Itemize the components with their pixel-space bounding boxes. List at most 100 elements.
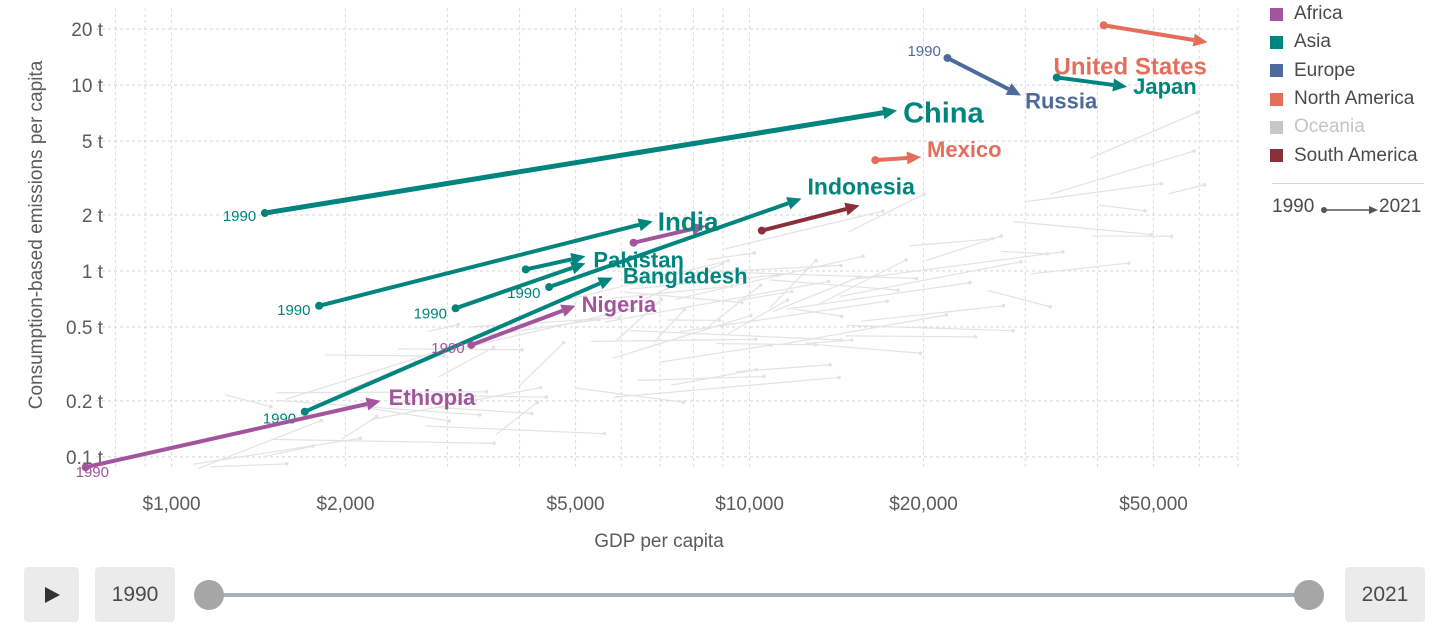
background-series-point (922, 192, 926, 196)
background-series-point (1001, 303, 1006, 308)
time-key: 1990 2021 (1272, 196, 1442, 222)
background-series-line (1013, 221, 1152, 236)
background-series-point (753, 337, 758, 342)
series-ethiopia-line (85, 402, 368, 470)
background-series-point (535, 400, 540, 405)
legend-item-asia[interactable]: Asia (1270, 28, 1440, 56)
background-series-point (752, 251, 757, 255)
background-series-point (1169, 234, 1174, 239)
series-unlabeled-start-point (757, 226, 766, 235)
x-tick-label: $1,000 (143, 494, 201, 515)
background-series-point (544, 395, 549, 399)
background-series-line (848, 193, 925, 233)
background-series-point (1019, 259, 1023, 264)
x-tick-label: $10,000 (715, 494, 784, 515)
legend-label: Africa (1294, 3, 1343, 25)
background-series-point (374, 414, 379, 419)
series-united-states-line (1103, 23, 1195, 43)
x-tick-label: $5,000 (547, 494, 605, 515)
background-series-point (520, 348, 524, 352)
play-button[interactable] (24, 567, 79, 622)
background-series-point (814, 258, 818, 263)
legend-swatch (1270, 149, 1283, 163)
legend-item-south-america[interactable]: South America (1270, 141, 1440, 169)
series-bangladesh: Bangladesh 1990 (263, 264, 748, 428)
background-series-point (529, 411, 534, 416)
background-series-line (276, 391, 487, 394)
series-russia-label: Russia (1025, 88, 1098, 113)
background-series-line (861, 305, 1004, 322)
background-series-point (1060, 250, 1065, 254)
legend-swatch (1270, 64, 1283, 78)
background-series-line (575, 387, 684, 403)
legend-label: South America (1294, 144, 1418, 166)
background-series-point (748, 313, 753, 318)
background-series-point (632, 306, 637, 311)
background-series-point (310, 444, 315, 448)
legend-item-north-america[interactable]: North America (1270, 85, 1440, 113)
series-indonesia-label: Indonesia (808, 174, 916, 200)
background-series-line (625, 263, 723, 309)
chart: $1,000 $2,000 $5,000 $10,000 $20,000 $50,000 0… (26, 8, 1239, 552)
series-japan-start-point (1052, 73, 1061, 82)
background-series-point (740, 300, 744, 305)
background-series-line (805, 339, 852, 345)
series-russia-start-label: 1990 (907, 43, 940, 60)
series-nigeria-start-point (467, 340, 476, 349)
background-series-line (437, 406, 532, 414)
background-series-line (787, 282, 970, 310)
series-united-states-arrowhead (1192, 33, 1208, 47)
background-series-line (546, 260, 729, 306)
y-tick-label: 5 t (82, 132, 104, 153)
series-india-line (318, 222, 640, 308)
series-ethiopia-label: Ethiopia (389, 385, 477, 410)
background-series-point (973, 335, 978, 339)
legend: Africa Asia Europe North America Oceania Sout… (1270, 0, 1440, 170)
background-series-point (944, 313, 949, 317)
series-mexico-line (875, 156, 908, 163)
legend-item-europe[interactable]: Europe (1270, 57, 1440, 85)
series-ethiopia: Ethiopia 1990 (76, 385, 477, 481)
background-series-line (707, 252, 755, 261)
background-series-line (809, 343, 921, 354)
legend-item-africa[interactable]: Africa (1270, 0, 1440, 28)
background-series-point (617, 315, 622, 320)
timeline-slider-track[interactable] (209, 593, 1309, 597)
background-series-point (1048, 304, 1052, 309)
y-tick-label: 0.2 t (66, 392, 104, 413)
series-pakistan-line (454, 266, 573, 311)
background-series-line (495, 401, 538, 435)
series-japan-line (1056, 75, 1114, 87)
background-series-point (839, 314, 844, 319)
background-series-point (456, 322, 460, 327)
background-series-point (284, 462, 289, 466)
legend-swatch (1270, 7, 1283, 21)
series-unlabeled-arrowhead (844, 202, 860, 216)
background-series-point (1192, 149, 1196, 153)
background-series-point (850, 338, 854, 342)
slider-handle-start[interactable] (194, 580, 224, 610)
legend-item-oceania[interactable]: Oceania (1270, 113, 1440, 141)
background-series-line (632, 264, 841, 277)
legend-divider (1272, 183, 1424, 184)
series-unlabeled (757, 202, 860, 235)
legend-label: North America (1294, 88, 1415, 110)
slider-handle-end[interactable] (1294, 580, 1324, 610)
series-unlabeled-start-point (521, 265, 530, 274)
end-year-box[interactable]: 2021 (1345, 567, 1425, 622)
background-series-line (612, 314, 751, 359)
background-series-line (1098, 204, 1145, 212)
series-unlabeled-line (761, 207, 847, 233)
background-series-point (785, 298, 790, 302)
series-mexico-start-point (871, 156, 880, 165)
series-indonesia-arrowhead (786, 197, 802, 210)
background-series-point (789, 289, 794, 294)
y-tick-label: 0.5 t (66, 318, 104, 339)
background-series-point (918, 351, 923, 356)
background-series-line (737, 290, 792, 302)
x-tick-label: $50,000 (1119, 494, 1188, 515)
start-year-box[interactable]: 1990 (95, 567, 175, 622)
x-tick-label: $20,000 (889, 494, 958, 515)
series-russia-start-point (943, 53, 952, 62)
